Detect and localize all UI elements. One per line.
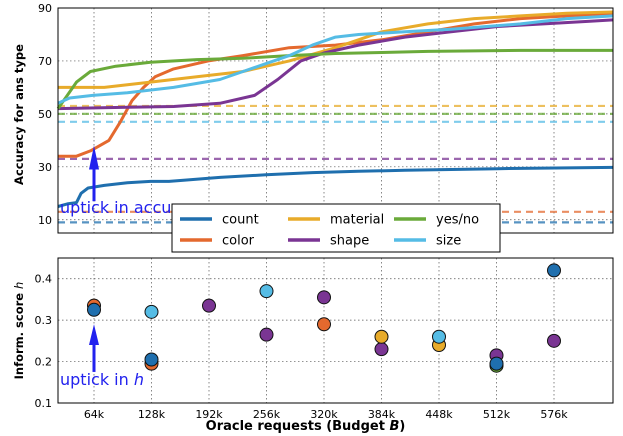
- x-tick-label: 512k: [483, 408, 511, 421]
- accuracy-y-tick-label: 70: [38, 55, 52, 68]
- point-count: [87, 302, 101, 317]
- inform-score-plot-border: [57, 257, 614, 404]
- accuracy-annotation-arrowhead: [89, 145, 99, 170]
- x-tick-label: 128k: [138, 408, 166, 421]
- point-color: [317, 317, 331, 332]
- inform-score-y-axis-label: Inform. score h: [12, 282, 26, 380]
- series-line-color: [58, 11, 614, 158]
- inform-score-y-tick-label: 0.2: [35, 356, 53, 369]
- annotation-prefix: uptick in: [60, 370, 134, 389]
- series-line-count: [57, 165, 614, 208]
- legend-label-color: color: [222, 234, 255, 249]
- x-tick-label: 384k: [368, 408, 396, 421]
- point-count: [144, 352, 159, 367]
- inform-score-y-tick-label: 0.1: [35, 397, 53, 410]
- xlabel-prefix: Oracle requests (Budget: [206, 419, 390, 434]
- inform-score-y-ticks: 0.1 0.2 0.3 0.4: [35, 273, 53, 410]
- annotation-var: h: [134, 370, 144, 389]
- ylabel-prefix: Inform. score: [12, 289, 26, 379]
- point-shape: [374, 342, 389, 357]
- xlabel-var: B: [389, 419, 399, 434]
- inform-score-x-ticks: 64k 128k 192k 256k 320k 384k 448k 512k 576k: [84, 408, 568, 421]
- inform-score-annotation: uptick in h: [60, 324, 144, 389]
- accuracy-y-tick-label: 30: [38, 161, 52, 174]
- accuracy-panel: 10 30 50 70 90 uptick in accuracy count mater…: [12, 2, 614, 253]
- x-tick-label: 256k: [253, 408, 281, 421]
- accuracy-y-tick-label: 90: [38, 2, 52, 15]
- legend-label-count: count: [222, 213, 259, 228]
- point-size: [259, 284, 274, 299]
- inform-score-annotation-text: uptick in h: [60, 370, 144, 389]
- legend-label-material: material: [330, 213, 384, 228]
- inform-score-panel: 0.1 0.2 0.3 0.4 64k 128k 192k 256k 320k 384k 448k…: [12, 257, 614, 434]
- x-tick-label: 576k: [540, 408, 568, 421]
- accuracy-series-lines: [56, 10, 614, 208]
- point-material: [374, 329, 389, 344]
- accuracy-y-axis-label: Accuracy for ans type: [12, 44, 26, 185]
- x-tick-label: 320k: [310, 408, 338, 421]
- x-tick-label: 192k: [195, 408, 223, 421]
- inform-score-annotation-arrowhead: [89, 324, 99, 345]
- x-tick-label: 448k: [425, 408, 453, 421]
- legend-label-yes-no: yes/no: [436, 213, 479, 228]
- xlabel-suffix: ): [399, 419, 405, 434]
- accuracy-y-tick-label: 10: [38, 214, 52, 227]
- x-axis-label: Oracle requests (Budget B): [206, 419, 406, 434]
- point-shape: [259, 327, 274, 342]
- accuracy-y-tick-label: 50: [38, 108, 52, 121]
- inform-score-points: [87, 263, 561, 373]
- point-size: [432, 329, 446, 344]
- inform-score-y-tick-label: 0.4: [35, 273, 53, 286]
- point-shape: [202, 298, 216, 313]
- legend: count material yes/no color shape size: [171, 203, 501, 253]
- point-size: [144, 304, 159, 319]
- x-tick-label: 64k: [84, 408, 105, 421]
- legend-label-shape: shape: [330, 234, 369, 249]
- legend-box: [171, 203, 501, 253]
- series-line-yes-no: [56, 48, 613, 110]
- point-count: [547, 263, 561, 278]
- series-line-size: [57, 14, 614, 105]
- accuracy-annotation-text: uptick in accuracy: [60, 198, 206, 217]
- accuracy-annotation: uptick in accuracy: [60, 145, 206, 217]
- point-shape: [547, 333, 561, 348]
- point-shape: [317, 290, 331, 305]
- inform-score-y-tick-label: 0.3: [35, 314, 53, 327]
- point-count: [489, 356, 504, 371]
- accuracy-y-ticks: 10 30 50 70 90: [38, 2, 52, 227]
- legend-label-size: size: [436, 234, 461, 249]
- ylabel-var: h: [12, 282, 26, 289]
